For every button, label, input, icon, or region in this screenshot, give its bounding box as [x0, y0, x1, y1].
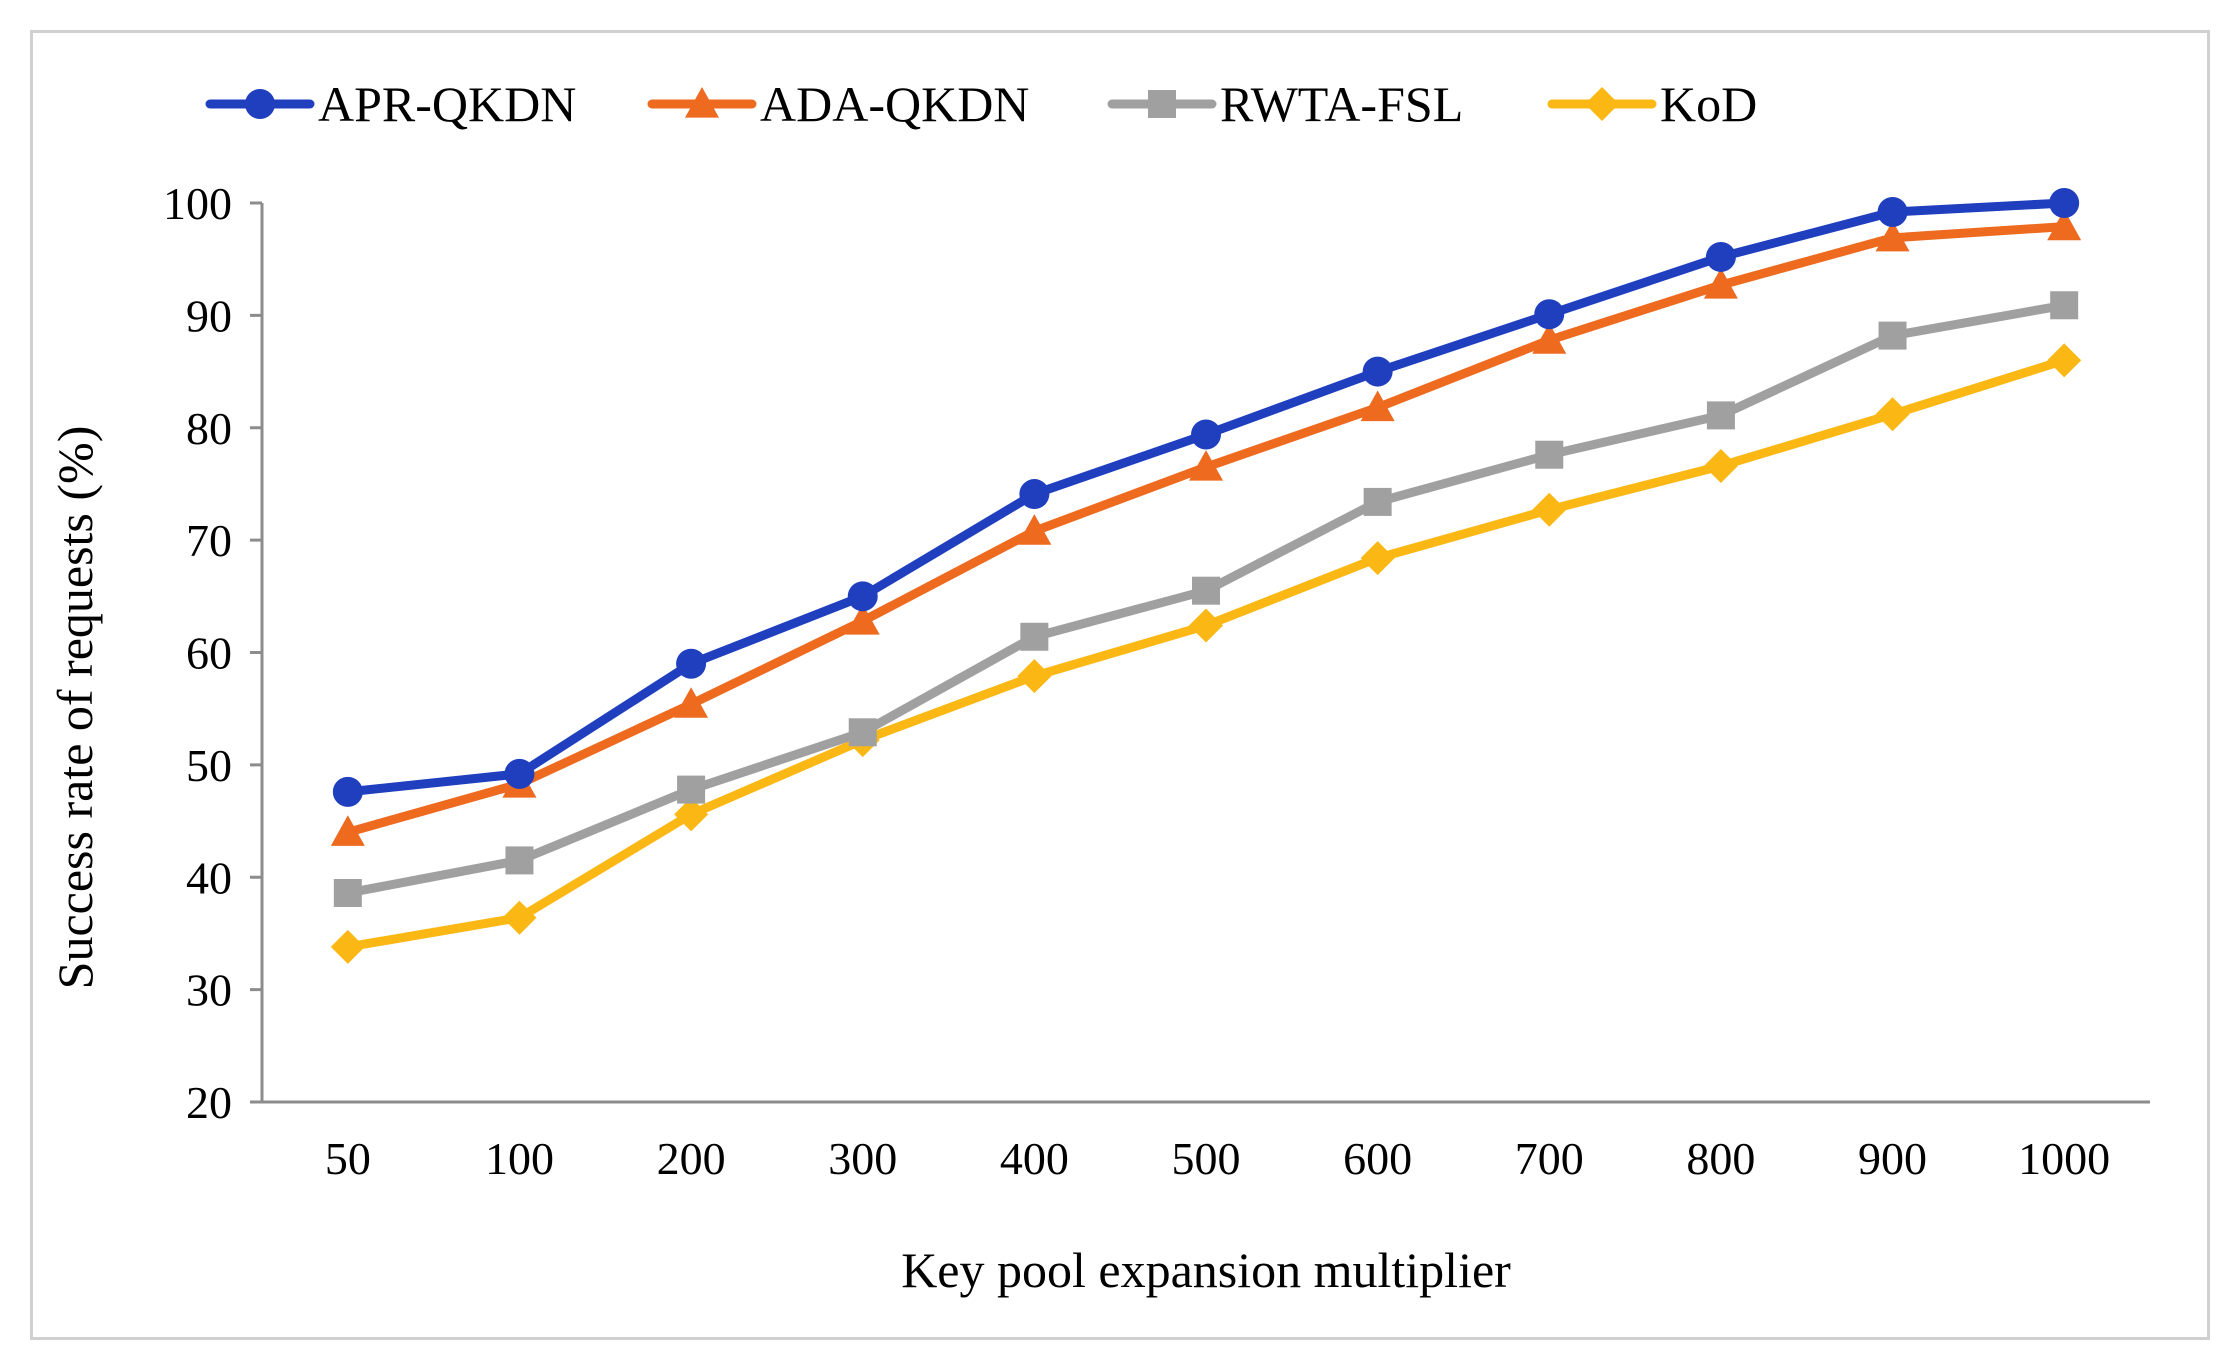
- data-point-kod: [1875, 397, 1910, 432]
- data-point-rwta-fsl: [505, 846, 534, 875]
- legend-swatch-marker: [1585, 87, 1619, 121]
- y-axis-ticks: 20 30 40 50 60 70 80 90 100: [163, 178, 262, 1128]
- legend-item-apr-qkdn: APR-QKDN: [205, 76, 576, 132]
- data-point-kod: [674, 797, 709, 832]
- data-point-ada-qkdn: [1017, 514, 1052, 545]
- data-point-ada-qkdn: [1532, 323, 1567, 354]
- data-point-rwta-fsl: [1878, 321, 1907, 350]
- legend-item-ada-qkdn: ADA-QKDN: [647, 76, 1029, 132]
- x-tick-label: 500: [1172, 1133, 1241, 1184]
- x-tick-label: 300: [828, 1133, 897, 1184]
- series-rwta-fsl: [333, 291, 2079, 907]
- data-point-kod: [1703, 448, 1738, 483]
- x-tick-label: 700: [1515, 1133, 1584, 1184]
- y-tick-label: 20: [186, 1077, 232, 1128]
- y-tick-label: 100: [163, 178, 232, 229]
- data-point-apr-qkdn: [1191, 419, 1221, 450]
- y-tick-label: 70: [186, 515, 232, 566]
- data-point-ada-qkdn: [2047, 209, 2082, 241]
- data-point-rwta-fsl: [2050, 291, 2079, 320]
- data-point-rwta-fsl: [677, 775, 706, 804]
- y-tick-label: 30: [186, 965, 232, 1016]
- data-point-ada-qkdn: [845, 604, 880, 635]
- series-line-apr-qkdn: [343, 198, 2069, 797]
- data-point-kod: [1532, 492, 1567, 527]
- data-point-ada-qkdn: [1875, 220, 1910, 252]
- data-point-ada-qkdn: [330, 815, 365, 846]
- legend-swatch-marker: [245, 89, 275, 119]
- data-point-kod: [1189, 608, 1223, 643]
- data-point-apr-qkdn: [1019, 479, 1050, 510]
- data-point-rwta-fsl: [1192, 576, 1220, 605]
- y-tick-label: 50: [186, 740, 232, 791]
- legend-label: RWTA-FSL: [1220, 76, 1463, 132]
- y-axis-title: Success rate of requests (%): [47, 426, 103, 990]
- axes: [260, 203, 2150, 1104]
- x-tick-label: 600: [1343, 1133, 1412, 1184]
- data-point-rwta-fsl: [1020, 622, 1049, 651]
- x-tick-label: 100: [485, 1133, 554, 1184]
- data-point-kod: [1017, 659, 1052, 694]
- data-point-kod: [502, 900, 537, 935]
- y-tick-label: 80: [186, 403, 232, 454]
- x-tick-label: 900: [1858, 1133, 1927, 1184]
- data-point-kod: [330, 929, 365, 964]
- legend-swatch-marker: [1148, 90, 1176, 118]
- legend-label: KoD: [1660, 76, 1757, 132]
- x-tick-label: 50: [325, 1133, 371, 1184]
- legend-item-kod: KoD: [1547, 76, 1757, 132]
- data-point-apr-qkdn: [676, 648, 707, 679]
- data-point-rwta-fsl: [1363, 487, 1392, 516]
- series-layer: [330, 188, 2082, 964]
- data-point-apr-qkdn: [2049, 188, 2080, 218]
- data-point-apr-qkdn: [504, 758, 535, 789]
- data-point-ada-qkdn: [1189, 450, 1223, 481]
- legend-label: ADA-QKDN: [760, 76, 1029, 132]
- data-point-kod: [1360, 541, 1395, 576]
- legend: APR-QKDN ADA-QKDN RWTA-FSL KoD: [205, 76, 1757, 132]
- data-point-ada-qkdn: [674, 687, 709, 718]
- y-tick-label: 90: [186, 290, 232, 341]
- data-point-apr-qkdn: [1705, 241, 1736, 272]
- x-tick-label: 400: [1000, 1133, 1069, 1184]
- data-point-apr-qkdn: [1877, 196, 1908, 227]
- data-point-apr-qkdn: [332, 776, 363, 807]
- data-point-rwta-fsl: [1535, 440, 1564, 469]
- data-point-rwta-fsl: [1706, 401, 1735, 430]
- legend-swatch-marker: [685, 87, 719, 118]
- x-axis-ticks: 50 100 200 300 400 500 600 700 800 900 1000: [325, 1133, 2110, 1184]
- data-point-apr-qkdn: [1362, 356, 1393, 387]
- data-point-apr-qkdn: [847, 581, 878, 612]
- series-line-ada-qkdn: [343, 222, 2069, 837]
- data-point-apr-qkdn: [1534, 299, 1565, 330]
- data-point-rwta-fsl: [333, 878, 362, 907]
- data-point-rwta-fsl: [848, 718, 877, 747]
- legend-label: APR-QKDN: [318, 76, 576, 132]
- series-ada-qkdn: [330, 209, 2082, 846]
- legend-item-rwta-fsl: RWTA-FSL: [1107, 76, 1463, 132]
- y-tick-label: 40: [186, 852, 232, 903]
- y-tick-label: 60: [186, 628, 232, 679]
- data-point-ada-qkdn: [1360, 390, 1395, 422]
- x-tick-label: 200: [657, 1133, 726, 1184]
- x-tick-label: 800: [1686, 1133, 1755, 1184]
- x-axis-title: Key pool expansion multiplier: [901, 1242, 1511, 1298]
- data-point-ada-qkdn: [1703, 268, 1738, 299]
- data-point-kod: [2047, 343, 2082, 378]
- x-tick-label: 1000: [2018, 1133, 2110, 1184]
- series-apr-qkdn: [332, 188, 2080, 807]
